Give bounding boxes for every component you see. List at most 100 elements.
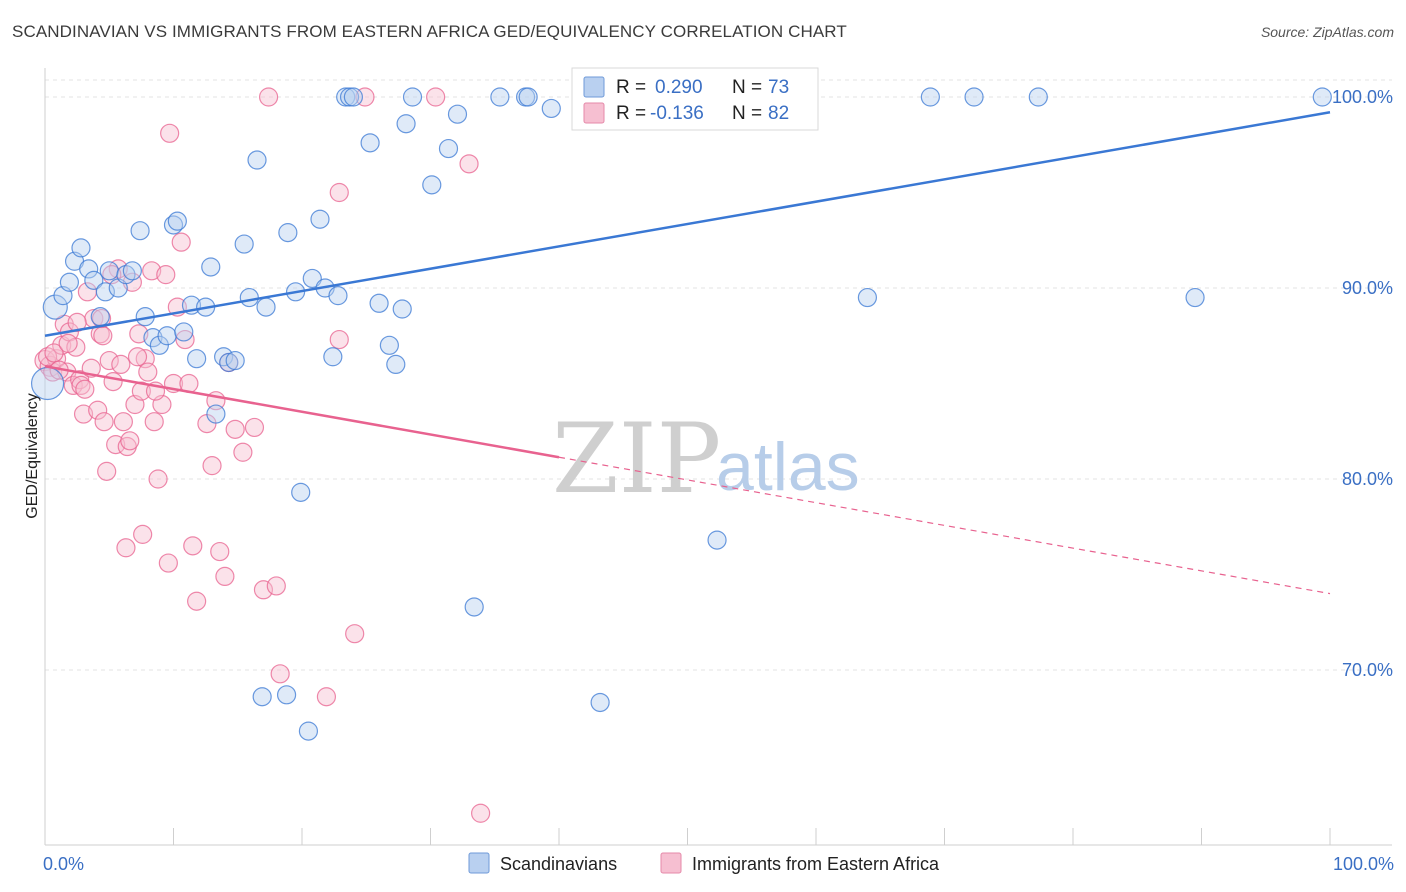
scandinavian-point — [386, 354, 406, 374]
y-tick-label: 80.0% — [1342, 469, 1393, 489]
y-tick-label: 100.0% — [1332, 87, 1393, 107]
scandinavian-point — [447, 104, 468, 124]
eastern-africa-point — [116, 538, 136, 558]
eastern-africa-point — [160, 123, 180, 143]
legend-swatch-blue — [583, 76, 605, 98]
eastern-africa-point — [355, 87, 375, 107]
eastern-africa-point — [75, 379, 95, 399]
scandinavian-point — [291, 482, 311, 502]
x-axis-ticks — [44, 828, 1331, 845]
scandinavian-point — [256, 297, 276, 317]
scandinavian-point — [84, 270, 104, 290]
eastern-africa-point — [233, 442, 253, 462]
eastern-africa-point — [122, 272, 142, 292]
scandinavian-point — [298, 721, 319, 741]
watermark-atlas: atlas — [716, 429, 860, 505]
scandinavian-point — [541, 98, 561, 119]
legend-n-value-2: 82 — [768, 103, 789, 124]
scandinavian-point — [490, 87, 510, 107]
eastern-africa-point — [258, 87, 279, 107]
eastern-africa-point — [138, 362, 158, 382]
scandinavian-point — [302, 268, 322, 289]
scandinavian-point — [379, 335, 399, 355]
scandinavian-point — [396, 114, 416, 134]
eastern-africa-point — [156, 265, 176, 285]
scandinavian-point — [201, 257, 221, 277]
legend-r-value-1: 0.290 — [655, 77, 703, 98]
eastern-africa-point — [58, 333, 78, 353]
eastern-africa-point — [113, 412, 133, 432]
scandinavian-point — [278, 223, 298, 243]
eastern-africa-point — [73, 404, 94, 424]
scandinavian-point — [402, 87, 423, 107]
bottom-legend-label-eastern-africa: Immigrants from Eastern Africa — [692, 854, 940, 874]
scandinavian-point — [130, 221, 150, 241]
scandinavian-point — [438, 138, 459, 159]
scandinavian-point — [590, 692, 610, 713]
y-tick-labels: 100.0% 90.0% 80.0% 70.0% — [1332, 87, 1393, 680]
eastern-africa-point — [225, 419, 245, 439]
scandinavian-point — [90, 307, 110, 327]
scandinavian-point — [707, 530, 727, 550]
scandinavian-point — [1185, 287, 1205, 308]
scandinavian-point — [369, 293, 389, 313]
scandinavian-point — [518, 87, 538, 107]
scandinavian-point — [422, 175, 442, 195]
scandinavian-point — [157, 326, 177, 346]
eastern-africa-point — [99, 350, 119, 371]
eastern-africa-point — [127, 347, 148, 367]
eastern-africa-point — [329, 182, 349, 203]
scandinavian-point — [247, 150, 267, 170]
scandinavian-point — [276, 685, 297, 705]
eastern-africa-trend-line — [44, 365, 560, 459]
scandinavian-point — [79, 259, 99, 279]
legend-r-label-2: R = — [616, 103, 646, 124]
eastern-africa-point — [94, 412, 114, 432]
legend-n-value-1: 73 — [768, 77, 789, 98]
eastern-africa-point — [103, 371, 123, 392]
scandinavian-point — [99, 261, 119, 281]
scandinavian-point — [42, 294, 68, 320]
eastern-africa-point — [175, 329, 195, 350]
scandinavian-point — [1028, 87, 1048, 107]
eastern-africa-point — [171, 232, 191, 252]
legend-box — [571, 67, 819, 131]
scandinavian-point — [59, 272, 80, 292]
y-tick-label: 70.0% — [1342, 660, 1393, 680]
eastern-africa-point — [70, 370, 90, 390]
eastern-africa-point — [202, 456, 222, 476]
eastern-africa-point — [345, 624, 365, 644]
scandinavian-point — [234, 234, 254, 254]
eastern-africa-point — [88, 400, 108, 420]
scandinavian-point — [920, 87, 940, 107]
scandinavian-point — [360, 133, 380, 153]
eastern-africa-point — [120, 431, 140, 451]
scandinavian-point — [323, 347, 343, 367]
scandinavian-point — [149, 335, 169, 355]
eastern-africa-point — [244, 417, 265, 438]
y-axis-label: GED/Equivalency — [24, 393, 41, 518]
y-tick-label: 90.0% — [1342, 278, 1393, 298]
scandinavian-point — [122, 261, 142, 281]
eastern-africa-point — [210, 541, 230, 562]
scandinavian-point — [163, 215, 184, 235]
series-eastern-africa-points — [34, 87, 491, 823]
scandinavian-point — [392, 299, 412, 319]
scandinavian-point — [252, 687, 272, 707]
scandinavian-point — [1312, 87, 1332, 107]
scandinavian-point — [187, 349, 207, 369]
scandinavian-point — [857, 287, 878, 308]
eastern-africa-point — [133, 524, 153, 544]
eastern-africa-point — [93, 326, 113, 346]
eastern-africa-trend-extension — [558, 456, 1331, 595]
bottom-legend-swatch-blue — [468, 852, 490, 874]
eastern-africa-point — [148, 469, 168, 489]
eastern-africa-point — [111, 354, 131, 374]
legend-r-value-2: -0.136 — [650, 103, 704, 124]
scandinavian-point — [143, 328, 163, 348]
eastern-africa-point — [270, 664, 290, 684]
series-scandinavians-points — [30, 87, 1332, 741]
eastern-africa-point — [183, 536, 203, 556]
grid-lines — [45, 79, 1392, 671]
